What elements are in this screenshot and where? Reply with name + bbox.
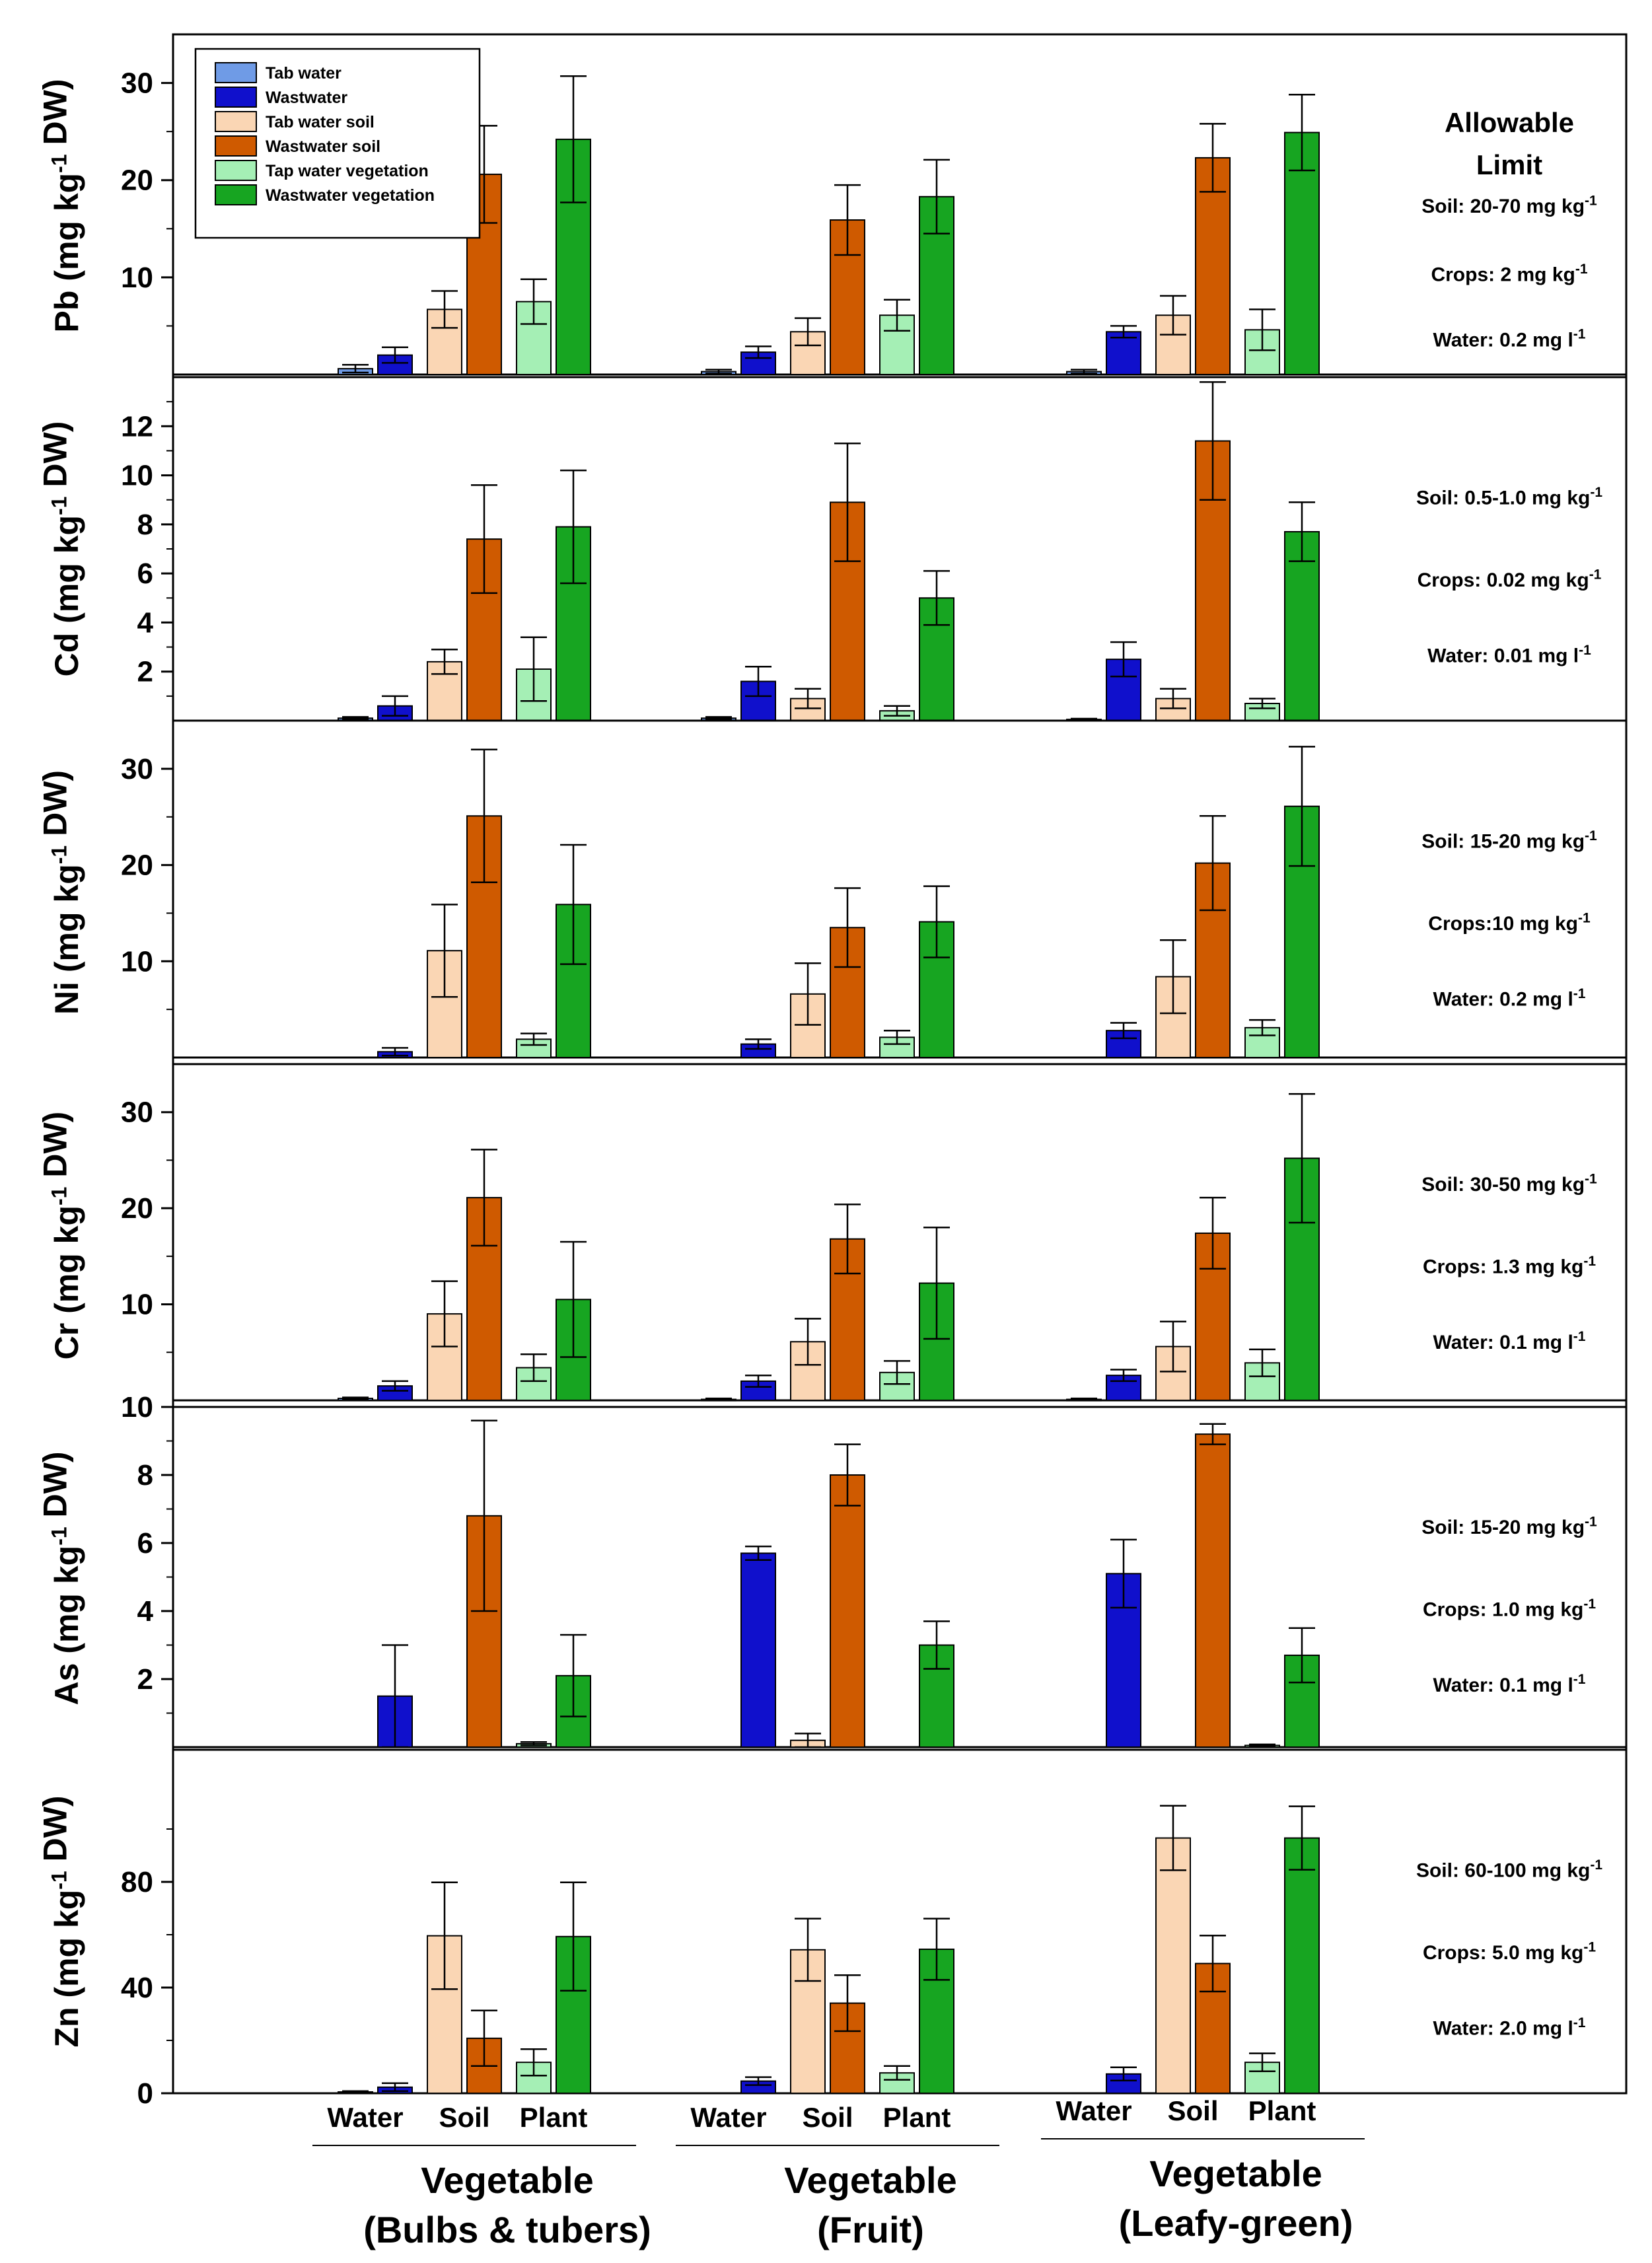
panel-1: 2 4 6 8 10 12 Cd (mg kg-1 DW) Soil: 0.5-1.0 mg … [36,376,1626,722]
allowable-limit-soil: Soil: 30-50 mg kg-1 [1421,1171,1597,1196]
allowable-limit-water: Water: 0.2 mg l-1 [1433,986,1586,1011]
panel-3: 10 20 30 Cr (mg kg-1 DW) Soil: 30-50 mg kg-1… [36,1063,1626,1402]
legend-swatch [215,184,257,205]
legend-label: Tab water [266,64,341,83]
allowable-limit-water: Water: 0.1 mg l-1 [1433,1672,1586,1696]
y-tick-label: 12 [121,410,153,443]
x-sublabel-water: Water [1056,2095,1131,2126]
y-tick-label: 20 [121,1192,153,1225]
panel-5: 0 40 80 Zn (mg kg-1 DW) Soil: 60-100 mg kg-1… [36,1748,1626,2110]
y-tick-label: 10 [121,1391,153,1423]
y-tick-label: 4 [137,1595,154,1628]
legend-swatch [215,135,257,157]
legend-label: Wastwater soil [266,137,380,156]
allowable-limit-water: Water: 2.0 mg l-1 [1433,2015,1586,2040]
y-tick-label: 20 [121,849,153,882]
panel-2: 10 20 30 Ni (mg kg-1 DW) Soil: 15-20 mg kg-1… [36,719,1626,1059]
allowable-limit-soil: Soil: 0.5-1.0 mg kg-1 [1416,485,1602,509]
bar-wastwater-soil [1195,1433,1231,1748]
allowable-limit-crops: Crops: 0.02 mg kg-1 [1418,567,1602,592]
allowable-limit-crops: Crops: 1.3 mg kg-1 [1423,1254,1596,1278]
y-tick-label: 30 [121,67,153,100]
allowable-limit-water: Water: 0.1 mg l-1 [1433,1329,1586,1353]
panel-0: 10 20 30 Pb (mg kg-1 DW) Soil: 20-70 mg kg-1… [36,67,1626,376]
allowable-limit-soil: Soil: 60-100 mg kg-1 [1416,1857,1602,1882]
y-tick-label: 10 [121,1289,153,1321]
y-axis-label: Cd (mg kg-1 DW) [36,421,85,677]
y-tick-label: 20 [121,164,153,197]
y-tick-label: 80 [121,1866,153,1898]
bar-wastwater [740,1552,776,1748]
allowable-limit-title: Allowable [1445,107,1574,138]
legend-swatch [215,111,257,132]
x-sublabel-water: Water [327,2102,403,2133]
y-tick-label: 2 [137,656,153,688]
y-axis-label: Zn (mg kg-1 DW) [36,1795,85,2047]
y-tick-label: 8 [137,1459,153,1491]
legend-swatch [215,87,257,108]
x-sublabel-soil: Soil [802,2102,853,2133]
bar-wastwater-soil [830,1474,865,1748]
y-tick-label: 30 [121,1096,153,1129]
legend-label: Tab water soil [266,113,375,131]
bar-tap-water-vegetation [879,1036,915,1059]
allowable-limit-water: Water: 0.01 mg l-1 [1427,643,1591,667]
allowable-limit-crops: Crops: 1.0 mg kg-1 [1423,1597,1596,1621]
x-sublabel-soil: Soil [1167,2095,1218,2126]
allowable-limit-title: Limit [1476,149,1542,180]
legend: Tab water Wastwater Tab water soil Wastwate… [194,48,481,239]
y-tick-label: 0 [137,2077,153,2110]
group-title-line1: Vegetable [784,2159,956,2201]
bar-wastwater-vegetation [1284,131,1320,375]
x-sublabel-soil: Soil [439,2102,489,2133]
x-sublabel-plant: Plant [883,2102,951,2133]
bar-wastwater-vegetation [1284,1837,1320,2095]
allowable-limit-water: Water: 0.2 mg l-1 [1433,327,1586,351]
panel-4: 2 4 6 8 10 As (mg kg-1 DW) Soil: 15-20 mg kg-1… [36,1391,1626,1748]
group-title-line2: (Fruit) [817,2209,924,2250]
group-title-line1: Vegetable [1149,2153,1322,2194]
allowable-limit-crops: Crops: 2 mg kg-1 [1431,262,1587,286]
allowable-limit-crops: Crops: 5.0 mg kg-1 [1423,1940,1596,1964]
group-title-line1: Vegetable [421,2159,593,2201]
group-title-line2: (Leafy-green) [1119,2202,1353,2244]
allowable-limit-soil: Soil: 20-70 mg kg-1 [1421,193,1597,217]
y-tick-label: 10 [121,262,153,294]
bar-wastwater-vegetation [1284,531,1320,721]
y-axis-label: Ni (mg kg-1 DW) [36,770,85,1015]
legend-swatch [215,160,257,181]
allowable-limit-crops: Crops:10 mg kg-1 [1428,911,1591,935]
legend-label: Wastwater vegetation [266,186,435,205]
y-tick-label: 10 [121,945,153,978]
y-tick-label: 40 [121,1972,153,2004]
allowable-limit-soil: Soil: 15-20 mg kg-1 [1421,828,1597,853]
y-axis-label: Pb (mg kg-1 DW) [36,79,85,333]
bar-wastwater-soil [466,1197,502,1402]
legend-swatch [215,62,257,83]
y-tick-label: 6 [137,557,153,590]
bar-wastwater-soil [1195,157,1231,375]
y-tick-label: 10 [121,460,153,492]
y-axis-label: As (mg kg-1 DW) [36,1452,85,1706]
y-tick-label: 30 [121,753,153,785]
y-tick-label: 6 [137,1527,153,1560]
y-tick-label: 2 [137,1663,153,1696]
x-sublabel-water: Water [690,2102,766,2133]
allowable-limit-soil: Soil: 15-20 mg kg-1 [1421,1514,1597,1538]
legend-label: Tap water vegetation [266,162,429,180]
y-axis-label: Cr (mg kg-1 DW) [36,1112,85,1360]
y-tick-label: 8 [137,509,153,541]
legend-label: Wastwater [266,89,347,107]
bar-tab-water-soil [1155,1837,1191,2095]
y-tick-label: 4 [137,606,154,639]
x-sublabel-plant: Plant [520,2102,588,2133]
bar-wastwater [1106,331,1141,375]
group-title-line2: (Bulbs & tubers) [363,2209,651,2250]
x-sublabel-plant: Plant [1248,2095,1316,2126]
